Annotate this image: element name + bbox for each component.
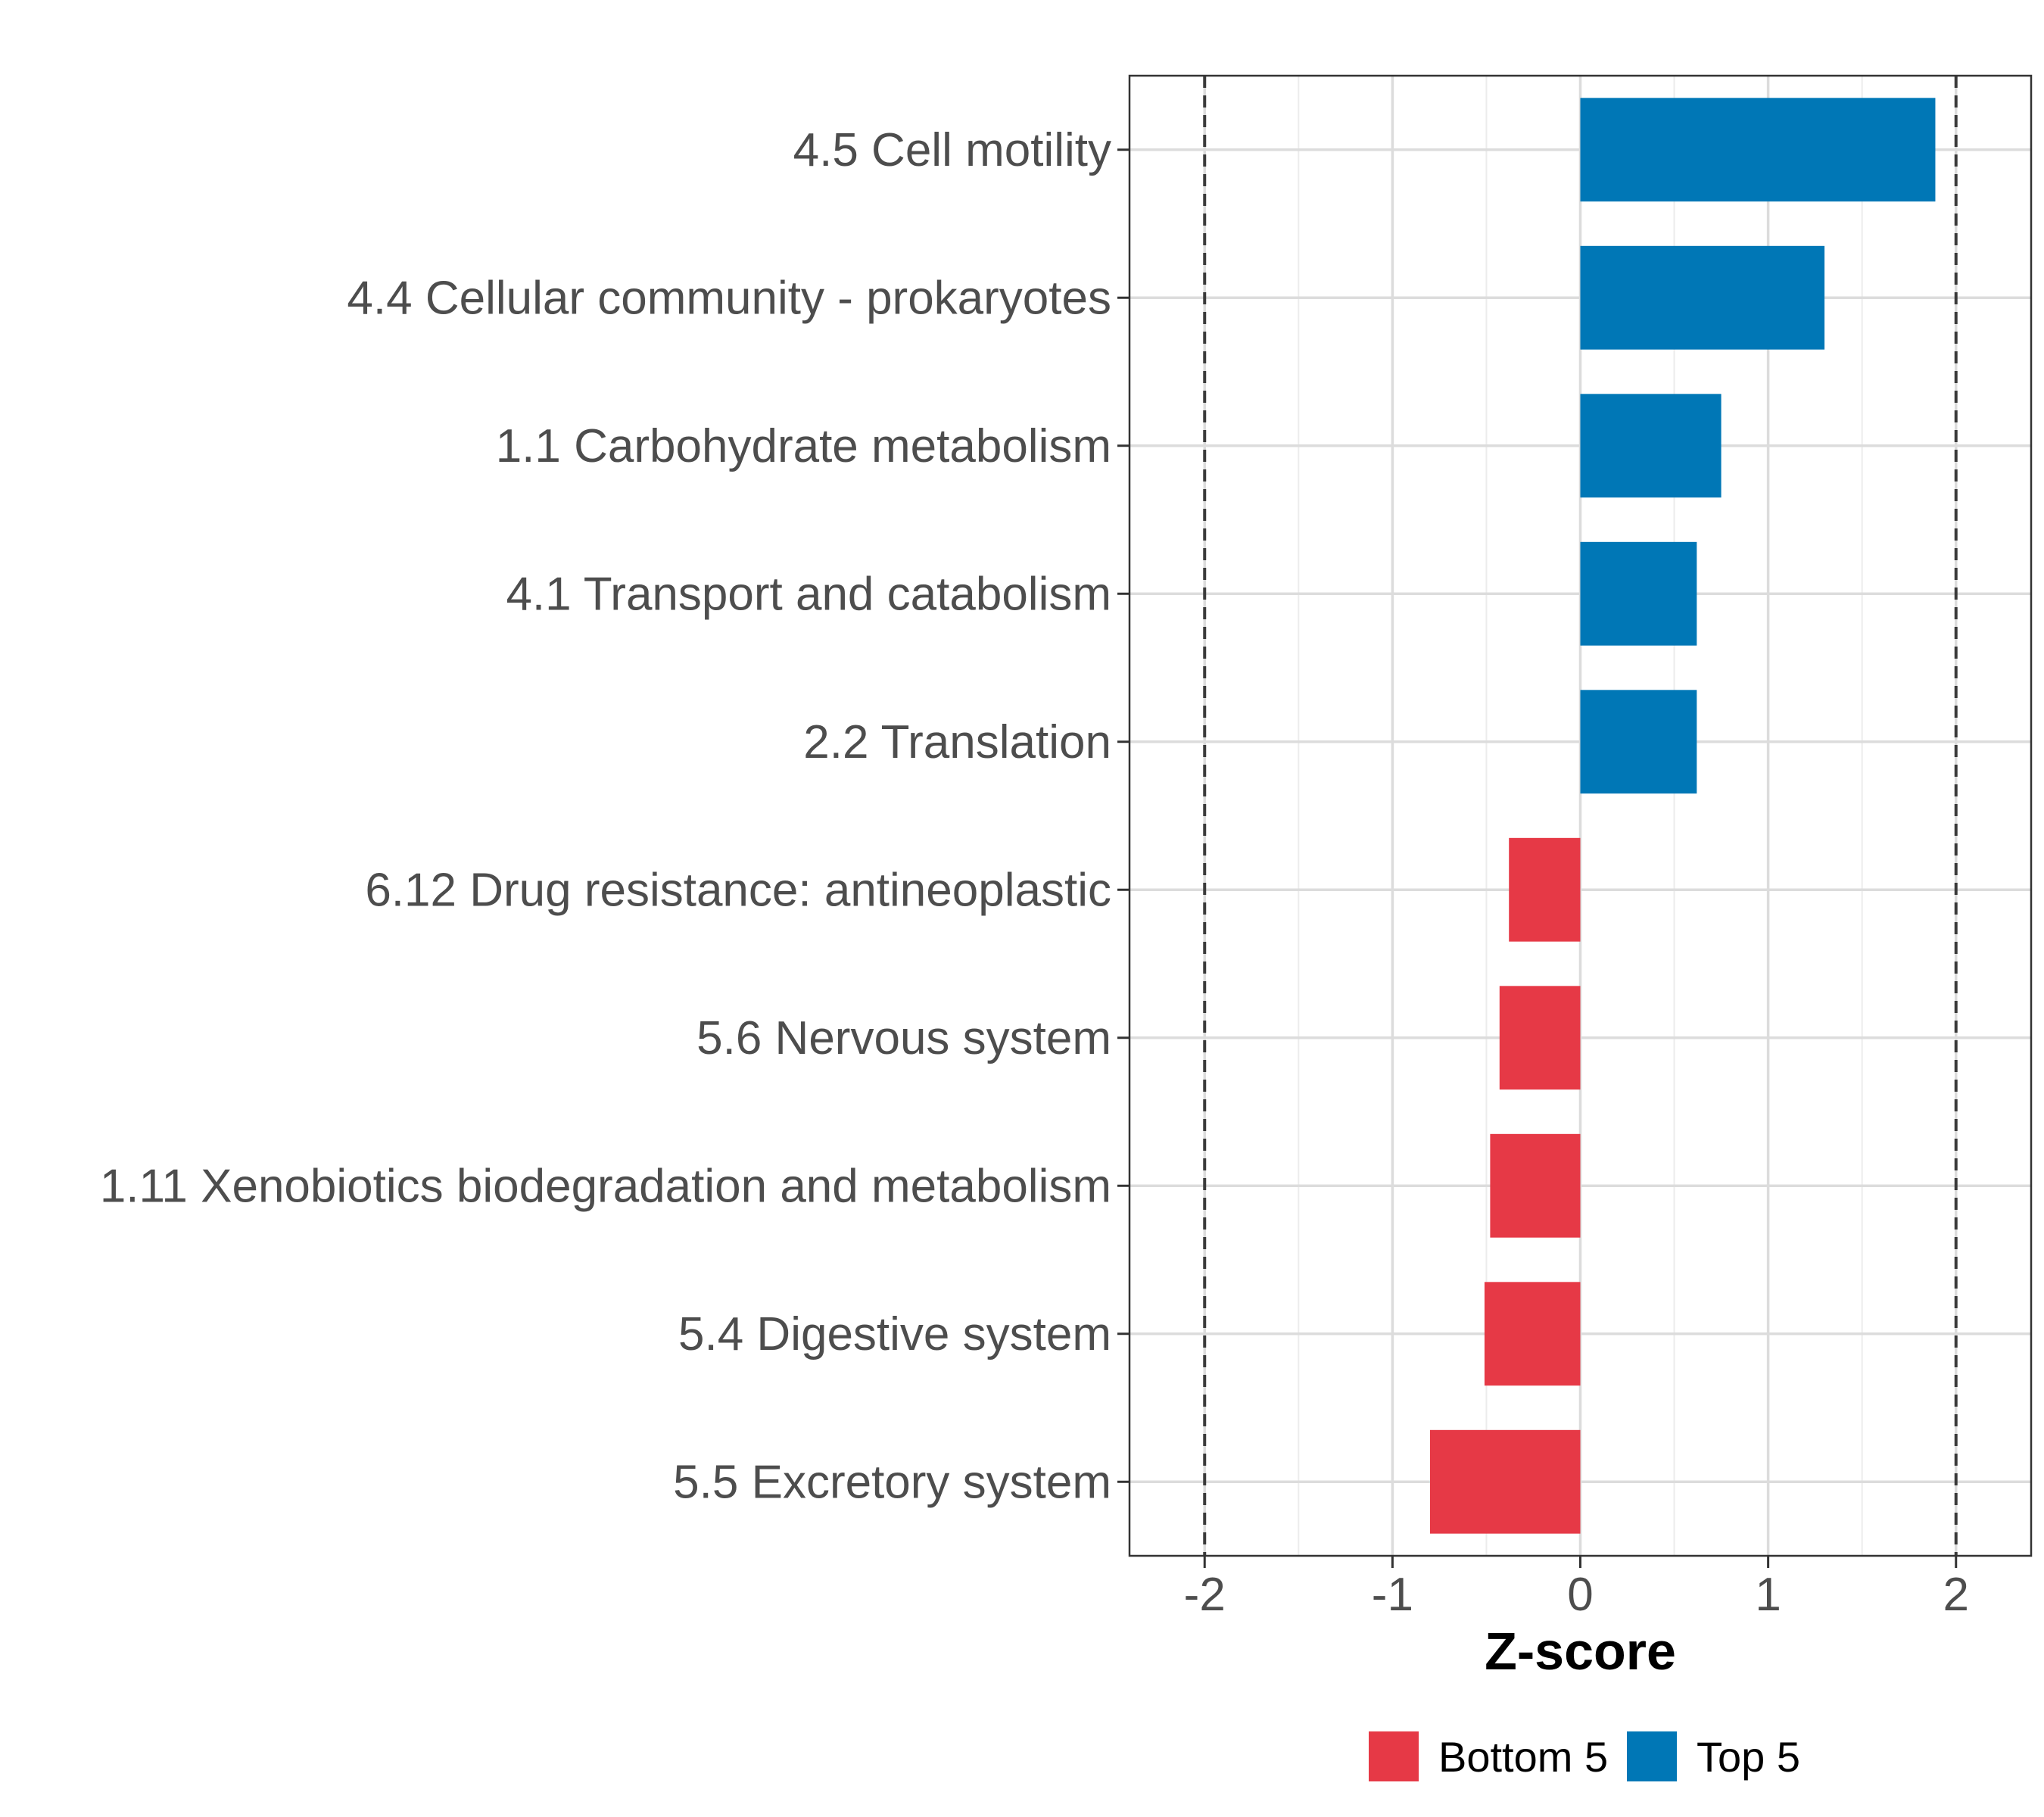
- bar-6: [1499, 986, 1581, 1090]
- bar-5: [1509, 837, 1581, 942]
- bar-8: [1484, 1282, 1581, 1386]
- x-tick-label-3: 1: [1755, 1569, 1781, 1621]
- x-tick-label-2: 0: [1567, 1569, 1593, 1621]
- legend: Bottom 5 Top 5: [1369, 1731, 1800, 1781]
- x-tick-label-0: -2: [1184, 1569, 1226, 1621]
- bar-3: [1580, 541, 1697, 646]
- legend-label-1: Top 5: [1697, 1733, 1800, 1781]
- bar-4: [1580, 690, 1697, 794]
- category-label-1: 4.4 Cellular community - prokaryotes: [347, 272, 1111, 324]
- x-axis-title: Z-score: [1485, 1622, 1676, 1681]
- category-label-0: 4.5 Cell motility: [793, 124, 1111, 176]
- bar-9: [1430, 1429, 1581, 1534]
- legend-key-0: [1369, 1731, 1419, 1781]
- category-label-3: 4.1 Transport and catabolism: [506, 568, 1111, 620]
- category-label-8: 5.4 Digestive system: [678, 1308, 1111, 1360]
- category-label-5: 6.12 Drug resistance: antineoplastic: [365, 864, 1111, 916]
- legend-key-1: [1627, 1731, 1677, 1781]
- category-label-2: 1.1 Carbohydrate metabolism: [496, 420, 1111, 472]
- reference-lines: [1203, 76, 1958, 1556]
- bar-0: [1580, 98, 1936, 202]
- bar-1: [1580, 245, 1825, 350]
- x-tick-label-4: 2: [1943, 1569, 1969, 1621]
- bars: [1430, 98, 1936, 1534]
- bar-2: [1580, 394, 1722, 498]
- x-tick-label-1: -1: [1372, 1569, 1413, 1621]
- y-axis: 4.5 Cell motility 4.4 Cellular community …: [100, 124, 1129, 1508]
- legend-label-0: Bottom 5: [1438, 1733, 1608, 1781]
- category-label-6: 5.6 Nervous system: [696, 1012, 1111, 1064]
- category-label-9: 5.5 Excretory system: [673, 1456, 1111, 1508]
- category-label-7: 1.11 Xenobiotics biodegradation and meta…: [100, 1160, 1111, 1212]
- category-label-4: 2.2 Translation: [803, 716, 1111, 768]
- bar-7: [1490, 1133, 1581, 1238]
- x-axis: -2 -1 0 1 2: [1184, 1556, 1969, 1621]
